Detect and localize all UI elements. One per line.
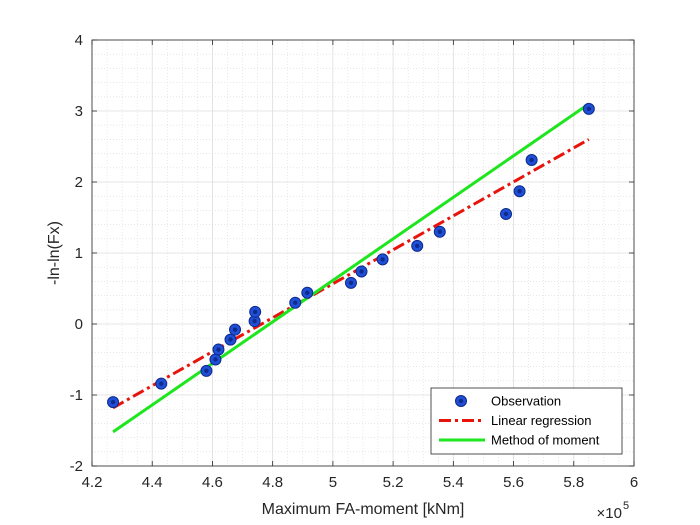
observation-point-core	[437, 229, 442, 234]
y-tick-label: 4	[75, 32, 83, 49]
y-tick-label: 2	[75, 174, 83, 191]
x-tick-label: 6	[630, 474, 638, 491]
observation-point-core	[293, 300, 298, 305]
x-tick-label: 5.8	[563, 474, 584, 491]
observation-point-core	[503, 211, 509, 217]
x-axis-ticks: 4.2 4.4 4.6 4.8 5 5.2 5.4 5.6 5.8 6	[82, 40, 638, 491]
x-tick-label: 4.2	[82, 474, 103, 491]
y-tick-label: -1	[70, 387, 83, 404]
observation-point-core	[204, 368, 209, 374]
legend: Observation Linear regression Method of mo…	[430, 387, 623, 455]
observation-point-core	[517, 189, 522, 194]
legend-label: Method of moment	[491, 433, 600, 448]
x-tick-label: 5.4	[443, 474, 464, 491]
series-line-linear-regression	[112, 138, 590, 410]
series-line-method-of-moment	[112, 102, 590, 434]
y-axis-label: -ln-ln(Fx)	[46, 221, 63, 285]
y-tick-label: 1	[75, 245, 83, 262]
x-tick-label: 5.6	[503, 474, 524, 491]
legend-label: Observation	[491, 394, 561, 409]
x-exponent-base: ×10	[597, 505, 622, 522]
x-tick-label: 5.2	[383, 474, 404, 491]
observation-point-core	[216, 347, 221, 352]
observation-point-core	[305, 290, 310, 295]
legend-label: Linear regression	[491, 413, 591, 428]
series-layer	[107, 102, 595, 434]
observation-point-core	[415, 243, 420, 249]
y-tick-label: -2	[70, 458, 83, 475]
x-tick-label: 4.8	[262, 474, 283, 491]
y-axis-ticks: -2 -1 0 1 2 3 4	[70, 32, 634, 475]
y-tick-label: 3	[75, 103, 83, 120]
observation-point-core	[159, 381, 164, 386]
observation-point-core	[110, 399, 116, 405]
x-tick-label: 4.4	[142, 474, 163, 491]
observation-point-core	[253, 309, 258, 315]
legend-entry: Method of moment	[439, 433, 600, 448]
observation-point-core	[380, 257, 385, 262]
legend-entry: Observation	[455, 394, 561, 409]
observation-point-core	[348, 280, 354, 286]
observation-point-core	[228, 337, 233, 342]
x-axis-exponent: ×10 5	[597, 500, 630, 522]
x-tick-label: 4.6	[202, 474, 223, 491]
x-exponent-power: 5	[623, 500, 629, 512]
observation-point-core	[529, 157, 534, 163]
y-tick-label: 0	[75, 316, 83, 333]
observation-point-core	[252, 318, 257, 324]
legend-entries: Observation Linear regression Method of mo…	[439, 394, 600, 448]
legend-entry: Linear regression	[439, 413, 591, 428]
legend-marker-core	[458, 398, 464, 404]
observation-point-core	[232, 327, 238, 332]
observation-point-core	[586, 106, 592, 112]
observation-point-core	[359, 269, 364, 274]
x-axis-label: Maximum FA-moment [kNm]	[262, 501, 465, 518]
observation-point-core	[213, 357, 218, 362]
x-tick-label: 5	[329, 474, 337, 491]
